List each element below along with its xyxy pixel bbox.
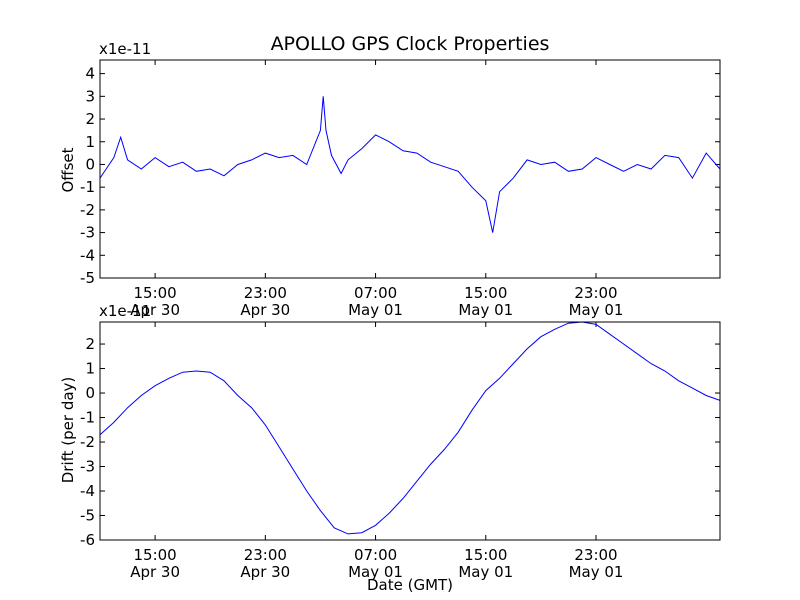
offset-axes-frame (99, 59, 721, 279)
x-axis-label: Date (GMT) (367, 576, 453, 594)
bottom-y-multiplier: x1e-11 (99, 302, 151, 320)
top-y-multiplier: x1e-11 (99, 40, 151, 58)
drift-series-line (99, 321, 721, 535)
offset-x-tick-time: 15:00 (464, 284, 507, 302)
offset-x-tick-time: 07:00 (354, 284, 397, 302)
drift-x-tick-date: Apr 30 (240, 563, 290, 581)
drift-x-tick-time: 15:00 (133, 546, 176, 564)
drift-x-tick-time: 07:00 (354, 546, 397, 564)
drift-series-group (99, 321, 721, 535)
drift-y-tick-label: -1 (80, 409, 95, 427)
drift-axes-frame (99, 321, 721, 541)
offset-x-tick-date: Apr 30 (240, 301, 290, 319)
offset-x-tick-date: Apr 30 (130, 301, 180, 319)
offset-y-tick-label: 1 (85, 133, 95, 151)
offset-x-tick-date: May 01 (569, 301, 624, 319)
offset-y-tick-label: 3 (85, 87, 95, 105)
drift-y-tick-label: -6 (80, 531, 95, 549)
offset-x-tick-date: May 01 (348, 301, 403, 319)
offset-y-tick-label: 4 (85, 65, 95, 83)
drift-y-tick-label: -5 (80, 507, 95, 525)
drift-y-tick-label: 0 (85, 384, 95, 402)
offset-y-tick-label: 0 (85, 155, 95, 173)
drift-x-tick-date: May 01 (458, 563, 513, 581)
drift-y-tick-label: 1 (85, 360, 95, 378)
drift-y-tick-label: -2 (80, 433, 95, 451)
offset-x-tick-time: 23:00 (244, 284, 287, 302)
offset-y-tick-label: -5 (80, 269, 95, 287)
offset-x-tick-time: 23:00 (574, 284, 617, 302)
offset-y-tick-label: -1 (80, 178, 95, 196)
drift-y-tick-label: -4 (80, 482, 95, 500)
offset-x-tick-date: May 01 (458, 301, 513, 319)
drift-x-tick-date: May 01 (348, 563, 403, 581)
offset-series-line (99, 96, 721, 233)
drift-y-label: Drift (per day) (59, 377, 77, 484)
offset-y-tick-label: -4 (80, 246, 95, 264)
drift-x-tick-date: Apr 30 (130, 563, 180, 581)
drift-y-tick-label: -3 (80, 458, 95, 476)
offset-y-tick-label: -2 (80, 201, 95, 219)
offset-y-label: Offset (59, 147, 77, 192)
drift-x-tick-time: 15:00 (464, 546, 507, 564)
drift-x-tick-time: 23:00 (574, 546, 617, 564)
offset-series-group (99, 96, 721, 233)
offset-y-tick-label: 2 (85, 110, 95, 128)
drift-x-tick-time: 23:00 (244, 546, 287, 564)
drift-y-tick-label: 2 (85, 335, 95, 353)
drift-x-tick-date: May 01 (569, 563, 624, 581)
offset-y-tick-label: -3 (80, 224, 95, 242)
chart-title: APOLLO GPS Clock Properties (271, 33, 550, 55)
offset-x-tick-time: 15:00 (133, 284, 176, 302)
